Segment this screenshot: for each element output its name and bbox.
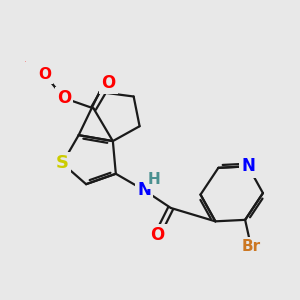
- Text: N: N: [241, 157, 255, 175]
- Text: H: H: [148, 172, 161, 187]
- Text: O: O: [57, 89, 71, 107]
- Text: O: O: [101, 74, 116, 92]
- Text: N: N: [137, 181, 151, 199]
- Text: O: O: [150, 226, 165, 244]
- Text: O: O: [25, 61, 26, 62]
- Text: O: O: [38, 67, 51, 82]
- Text: Br: Br: [242, 239, 261, 254]
- Text: S: S: [56, 154, 69, 172]
